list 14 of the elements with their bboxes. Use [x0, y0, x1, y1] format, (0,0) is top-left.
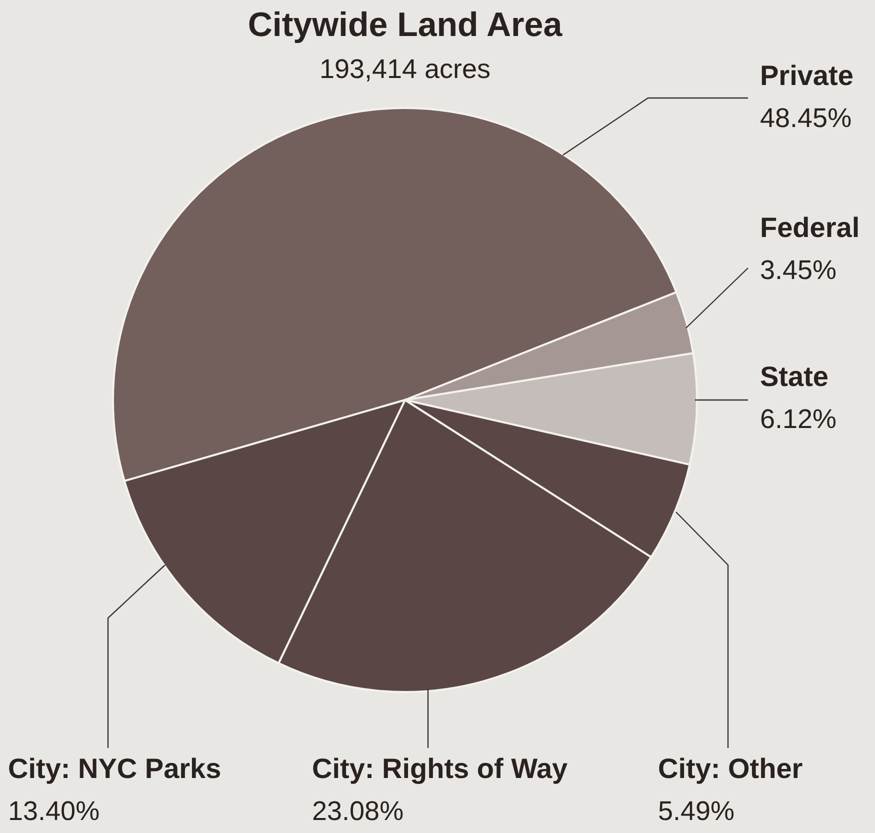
data-label: 3.45% — [760, 255, 837, 285]
slice-label: City: NYC Parks — [8, 753, 222, 784]
chart-title: Citywide Land Area — [248, 6, 564, 44]
slice-label: Private — [760, 60, 854, 91]
data-label: 23.08% — [312, 796, 404, 826]
data-label: 6.12% — [760, 404, 837, 434]
slice-label: City: Other — [658, 753, 803, 784]
chart-subtitle: 193,414 acres — [319, 54, 491, 84]
slice-label: Federal — [760, 212, 860, 243]
slice-label: City: Rights of Way — [312, 753, 568, 784]
data-label: 5.49% — [658, 796, 735, 826]
data-label: 48.45% — [760, 103, 852, 133]
slice-label: State — [760, 361, 828, 392]
data-label: 13.40% — [8, 796, 100, 826]
